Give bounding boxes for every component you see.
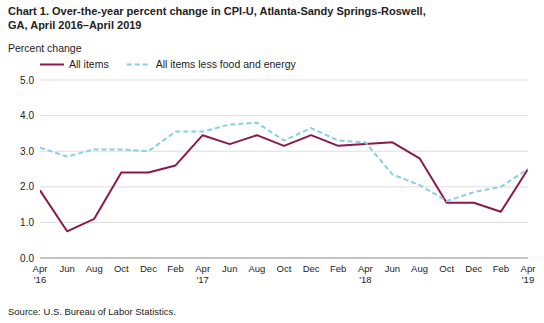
y-tick-label: 2.0 <box>20 181 34 192</box>
x-tick-label: Jun <box>222 263 237 274</box>
grid-line <box>40 151 528 152</box>
y-axis-label: Percent change <box>8 42 82 54</box>
x-tick-label: Apr'18 <box>358 263 373 285</box>
lines <box>40 123 528 232</box>
y-tick-label: 1.0 <box>20 217 34 228</box>
x-tick-label: Feb <box>330 263 346 274</box>
y-tick-label: 5.0 <box>20 75 34 86</box>
x-tick-label: Apr'16 <box>33 263 48 285</box>
grid-line <box>40 258 528 259</box>
x-tick-label: Dec <box>303 263 320 274</box>
x-tick-label: Jun <box>385 263 400 274</box>
x-tick-label: Aug <box>86 263 103 274</box>
legend: All items All items less food and energy <box>40 58 297 70</box>
y-tick-label: 0.0 <box>20 253 34 264</box>
grid-line <box>40 80 528 81</box>
legend-label: All items <box>69 58 109 70</box>
x-tick-label: Apr'19 <box>521 263 536 285</box>
legend-label: All items less food and energy <box>156 58 297 70</box>
grid-line <box>40 222 528 223</box>
grid-line <box>40 115 528 116</box>
x-axis-line <box>40 258 528 259</box>
legend-swatch <box>127 64 151 66</box>
x-tick-label: Jun <box>59 263 74 274</box>
y-tick-label: 4.0 <box>20 110 34 121</box>
x-tick-label: Oct <box>114 263 129 274</box>
x-tick-label: Feb <box>493 263 509 274</box>
grid <box>40 80 528 258</box>
x-tick-label: Oct <box>277 263 292 274</box>
x-tick-label: Dec <box>140 263 157 274</box>
x-tick-label: Aug <box>248 263 265 274</box>
x-tick-label: Aug <box>411 263 428 274</box>
x-tick-label: Apr'17 <box>195 263 210 285</box>
chart: Chart 1. Over-the-year percent change in… <box>0 0 544 323</box>
legend-swatch <box>40 64 64 66</box>
x-tick-label: Dec <box>465 263 482 274</box>
title: Chart 1. Over-the-year percent change in… <box>8 5 426 31</box>
x-tick-label: Feb <box>167 263 183 274</box>
x-tick-label: Oct <box>439 263 454 274</box>
y-tick-label: 3.0 <box>20 146 34 157</box>
series-line <box>40 123 528 201</box>
source: Source: U.S. Bureau of Labor Statistics. <box>8 306 176 317</box>
